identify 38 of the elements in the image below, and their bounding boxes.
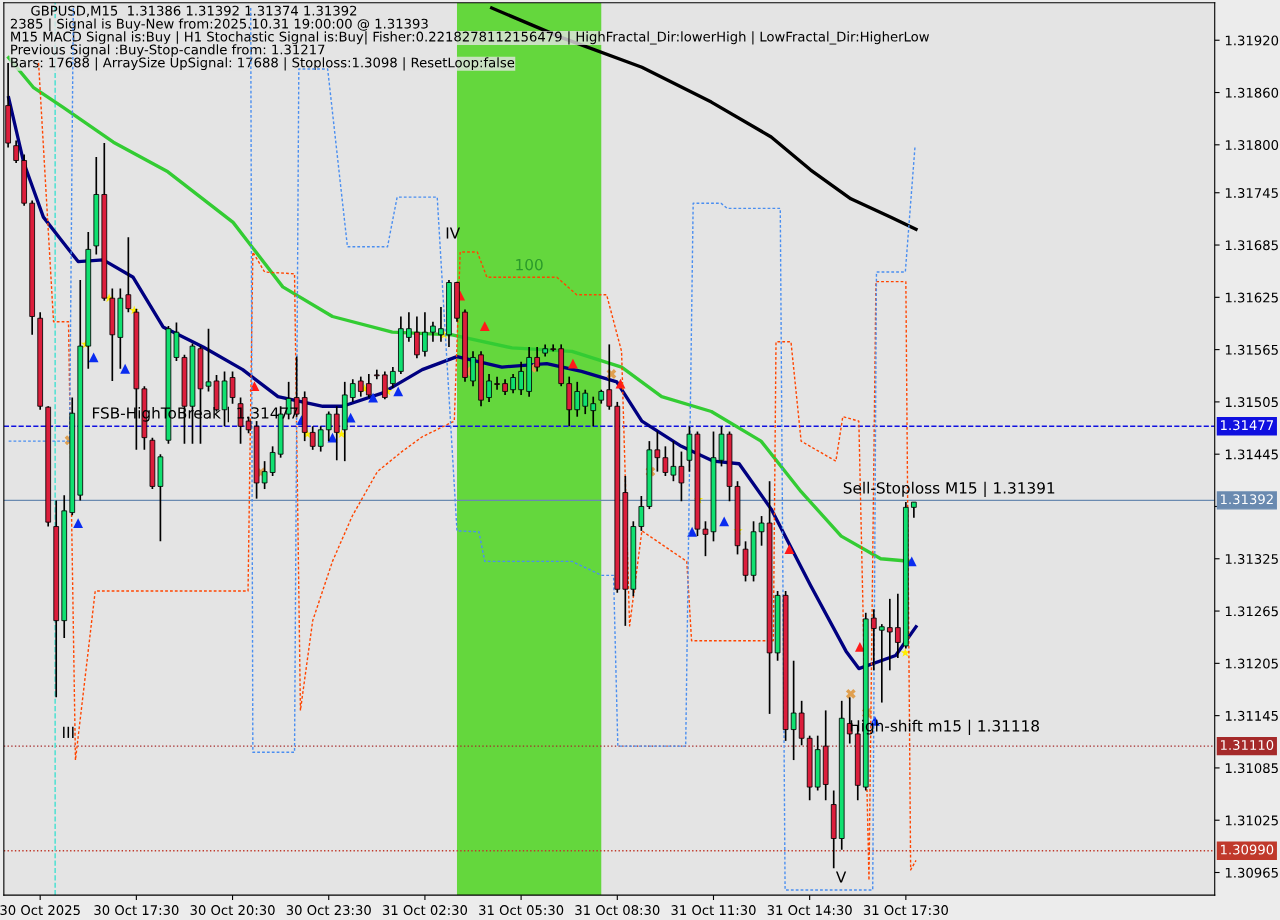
y-tick-label: 1.31325 [1225, 553, 1278, 564]
x-tick-label: 31 Oct 02:30 [382, 905, 468, 916]
annotation: M15 MACD Signal is:Buy | H1 Stochastic Signal is:Buy| Fisher:0.2218278112156479 | HighFractal_Dir:lowerHigh | LowFractal_Dir:HigherLow [11, 31, 929, 45]
y-tick-label: 1.31860 [1225, 87, 1279, 98]
annotation: III [63, 726, 74, 738]
x-tick-label: 31 Oct 05:30 [479, 905, 564, 916]
annotation: Previous Signal :Buy-Stop-candle from: 1.31217 [11, 44, 325, 58]
y-tick-label: 1.31625 [1225, 292, 1278, 303]
x-tick-label: 30 Oct 17:30 [94, 905, 179, 916]
x-tick-label: 31 Oct 08:30 [575, 905, 660, 916]
y-tick-label: 1.31920 [1225, 35, 1279, 46]
ref-line-label: 1.31392 [1221, 494, 1273, 505]
y-tick-label: 1.31025 [1225, 815, 1278, 826]
y-tick-label: 1.31565 [1225, 344, 1278, 355]
ref-line-label: 1.31477 [1221, 420, 1273, 431]
x-tick-label: 31 Oct 11:30 [671, 905, 756, 916]
annotation: 2385 | Signal is Buy-New from:2025.10.31 19:00:00 @ 1.31393 [10, 18, 428, 32]
y-tick-label: 1.31205 [1225, 658, 1278, 669]
ref-line-label: 1.30990 [1221, 844, 1274, 855]
annotation: V [835, 871, 847, 883]
y-tick-label: 1.30965 [1225, 867, 1278, 878]
x-tick-label: 31 Oct 14:30 [767, 905, 852, 916]
ref-line-label: 1.31110 [1221, 739, 1274, 750]
x-tick-label: 30 Oct 20:30 [190, 905, 275, 916]
y-tick-label: 1.31145 [1225, 710, 1278, 721]
x-tick-label: 30 Oct 2025 [0, 905, 80, 916]
y-tick-label: 1.31685 [1225, 240, 1278, 251]
y-tick-label: 1.31505 [1225, 397, 1278, 408]
x-tick-label: 31 Oct 17:30 [863, 905, 948, 916]
y-tick-label: 1.31800 [1225, 140, 1279, 151]
y-tick-label: 1.31085 [1225, 763, 1278, 774]
y-tick-label: 1.31265 [1225, 606, 1278, 617]
chart-title: GBPUSD,M15 1.31386 1.31392 1.31374 1.31392 [31, 5, 357, 17]
y-tick-label: 1.31745 [1225, 187, 1278, 198]
annotation: Bars: 17688 | ArraySize UpSignal: 17688 | Stoploss:1.3098 | ResetLoop:false [11, 57, 515, 71]
x-tick-label: 30 Oct 23:30 [286, 905, 371, 916]
band-label: 100 [516, 258, 543, 271]
y-tick-label: 1.31445 [1225, 449, 1278, 460]
